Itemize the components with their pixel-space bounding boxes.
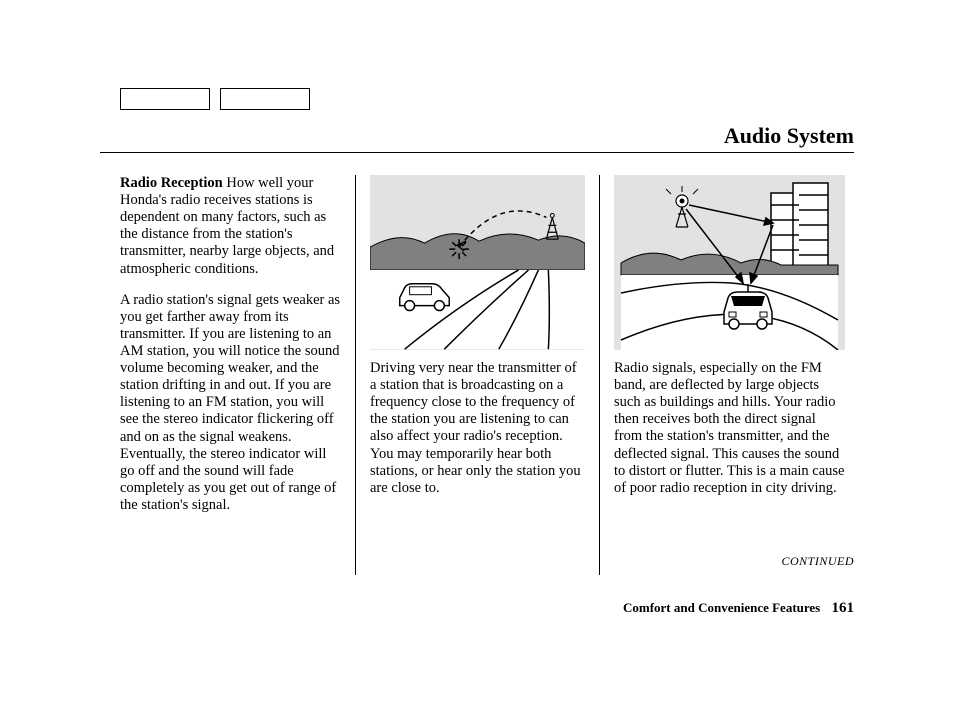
top-nav-boxes [120, 88, 310, 110]
illustration-signal-range [370, 175, 585, 350]
column-1: Radio Reception How well your Honda's ra… [120, 175, 355, 575]
col1-para2: A radio station's signal gets weaker as … [120, 292, 341, 514]
col2-para1: Driving very near the transmitter of a s… [370, 360, 585, 497]
col3-para1: Radio signals, especially on the FM band… [614, 360, 845, 497]
title-rule [100, 152, 854, 153]
column-2: Driving very near the transmitter of a s… [355, 175, 600, 575]
nav-box-2[interactable] [220, 88, 310, 110]
page-title: Audio System [724, 123, 854, 149]
footer-section: Comfort and Convenience Features [623, 600, 820, 615]
illustration-signal-deflection [614, 175, 845, 350]
subheading-radio-reception: Radio Reception [120, 175, 223, 191]
column-3: Radio signals, especially on the FM band… [600, 175, 845, 575]
page-footer: Comfort and Convenience Features 161 [623, 600, 854, 617]
continued-label: CONTINUED [781, 554, 854, 569]
content-columns: Radio Reception How well your Honda's ra… [120, 175, 854, 575]
footer-page-number: 161 [832, 600, 855, 616]
nav-box-1[interactable] [120, 88, 210, 110]
